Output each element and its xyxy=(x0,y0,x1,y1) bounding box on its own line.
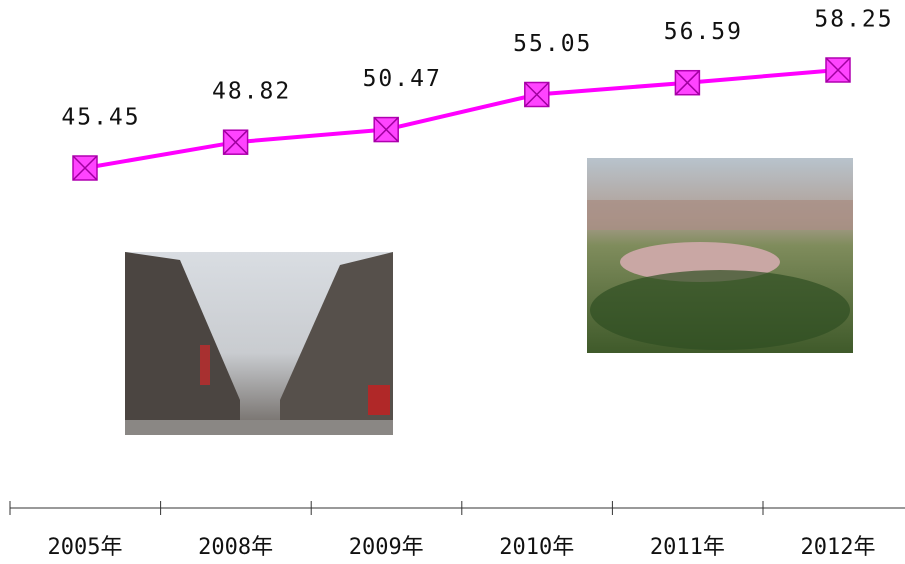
x-tick-label: 2008年 xyxy=(198,535,273,560)
x-tick-label: 2009年 xyxy=(349,535,424,560)
data-label: 55.05 xyxy=(513,31,592,57)
data-label: 50.47 xyxy=(363,66,442,92)
photo-street xyxy=(125,252,393,435)
data-label: 45.45 xyxy=(61,105,140,131)
photo-plaza xyxy=(587,158,853,353)
x-tick-label: 2012年 xyxy=(801,535,876,560)
marker xyxy=(674,69,701,96)
marker xyxy=(524,81,550,108)
marker xyxy=(825,57,851,83)
series-line xyxy=(84,68,839,170)
marker xyxy=(72,155,98,181)
x-tick-label: 2010年 xyxy=(499,535,574,560)
marker xyxy=(373,116,399,143)
data-label: 48.82 xyxy=(212,79,291,105)
data-label: 56.59 xyxy=(664,19,743,45)
data-label: 58.25 xyxy=(814,7,893,33)
x-tick-label: 2005年 xyxy=(48,535,123,560)
marker xyxy=(222,129,249,155)
x-tick-label: 2011年 xyxy=(650,535,725,560)
